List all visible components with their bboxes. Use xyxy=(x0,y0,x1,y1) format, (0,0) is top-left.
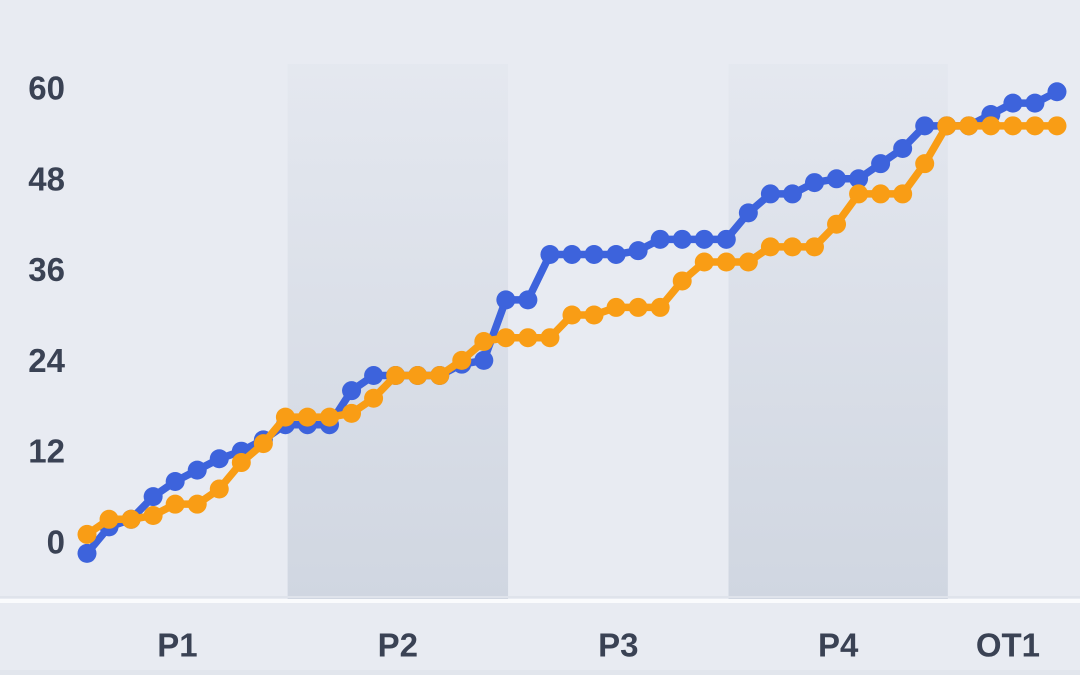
team-orange-point[interactable] xyxy=(915,154,935,174)
team-blue-point[interactable] xyxy=(1047,82,1067,102)
team-orange-point[interactable] xyxy=(99,509,119,529)
x-tick-label-p3: P3 xyxy=(598,627,638,664)
team-orange-point[interactable] xyxy=(827,214,847,234)
team-orange-point[interactable] xyxy=(738,252,758,272)
team-blue-point[interactable] xyxy=(672,229,692,249)
widget-bottom-edge xyxy=(0,670,1080,675)
team-orange-point[interactable] xyxy=(121,509,141,529)
team-blue-point[interactable] xyxy=(871,154,891,174)
team-blue-point[interactable] xyxy=(738,203,758,223)
period-band-p4 xyxy=(728,64,948,599)
team-blue-point[interactable] xyxy=(893,139,913,159)
team-orange-point[interactable] xyxy=(871,184,891,204)
x-tick-label-p1: P1 xyxy=(157,627,197,664)
team-blue-point[interactable] xyxy=(562,244,582,264)
team-blue-point[interactable] xyxy=(804,173,824,193)
team-orange-point[interactable] xyxy=(518,328,538,348)
team-orange-point[interactable] xyxy=(297,407,317,427)
team-orange-point[interactable] xyxy=(650,297,670,317)
period-band-p2 xyxy=(287,64,509,599)
team-blue-point[interactable] xyxy=(1025,93,1045,113)
team-blue-point[interactable] xyxy=(187,460,207,480)
x-tick-label-p4: P4 xyxy=(818,627,859,664)
team-orange-point[interactable] xyxy=(430,366,450,386)
team-blue-point[interactable] xyxy=(827,169,847,189)
team-orange-point[interactable] xyxy=(386,366,406,386)
team-blue-point[interactable] xyxy=(760,184,780,204)
team-orange-point[interactable] xyxy=(1047,116,1067,136)
team-blue-point[interactable] xyxy=(165,471,185,491)
team-orange-point[interactable] xyxy=(562,305,582,325)
team-orange-point[interactable] xyxy=(342,403,362,423)
team-blue-point[interactable] xyxy=(540,244,560,264)
team-blue-point[interactable] xyxy=(342,381,362,401)
team-orange-point[interactable] xyxy=(275,407,295,427)
team-blue-point[interactable] xyxy=(628,241,648,261)
team-blue-point[interactable] xyxy=(606,244,626,264)
team-orange-point[interactable] xyxy=(165,494,185,514)
team-blue-point[interactable] xyxy=(782,184,802,204)
y-tick-label-0: 0 xyxy=(47,524,65,561)
team-orange-point[interactable] xyxy=(606,297,626,317)
team-orange-point[interactable] xyxy=(937,116,957,136)
team-blue-point[interactable] xyxy=(694,229,714,249)
team-blue-point[interactable] xyxy=(364,366,384,386)
team-orange-point[interactable] xyxy=(716,252,736,272)
team-orange-point[interactable] xyxy=(209,479,229,499)
team-orange-point[interactable] xyxy=(231,453,251,473)
team-blue-point[interactable] xyxy=(143,487,163,507)
y-tick-label-24: 24 xyxy=(28,342,65,379)
team-orange-point[interactable] xyxy=(694,252,714,272)
team-orange-point[interactable] xyxy=(959,116,979,136)
team-blue-point[interactable] xyxy=(77,543,97,563)
y-tick-label-48: 48 xyxy=(28,160,65,197)
y-tick-label-36: 36 xyxy=(28,251,65,288)
team-blue-point[interactable] xyxy=(518,290,538,310)
team-orange-point[interactable] xyxy=(253,434,273,454)
team-orange-point[interactable] xyxy=(782,237,802,257)
team-blue-point[interactable] xyxy=(915,116,935,136)
axis-separator-line xyxy=(0,599,1080,603)
team-orange-point[interactable] xyxy=(187,494,207,514)
team-orange-point[interactable] xyxy=(893,184,913,204)
team-orange-point[interactable] xyxy=(143,506,163,526)
x-tick-label-ot1: OT1 xyxy=(976,627,1040,664)
team-orange-point[interactable] xyxy=(981,116,1001,136)
team-orange-point[interactable] xyxy=(540,328,560,348)
team-orange-point[interactable] xyxy=(452,350,472,370)
team-orange-point[interactable] xyxy=(628,297,648,317)
team-orange-point[interactable] xyxy=(804,237,824,257)
x-tick-label-p2: P2 xyxy=(378,627,418,664)
team-orange-point[interactable] xyxy=(364,388,384,408)
team-blue-point[interactable] xyxy=(474,350,494,370)
team-blue-point[interactable] xyxy=(496,290,516,310)
team-blue-point[interactable] xyxy=(584,244,604,264)
team-orange-point[interactable] xyxy=(1025,116,1045,136)
y-tick-label-12: 12 xyxy=(28,433,65,470)
team-orange-point[interactable] xyxy=(1003,116,1023,136)
y-tick-label-60: 60 xyxy=(28,69,65,106)
team-blue-point[interactable] xyxy=(849,169,869,189)
plot-bottom-divider xyxy=(0,596,1080,598)
team-orange-point[interactable] xyxy=(77,524,97,544)
team-orange-point[interactable] xyxy=(474,331,494,351)
team-blue-point[interactable] xyxy=(650,229,670,249)
team-orange-point[interactable] xyxy=(760,237,780,257)
team-blue-point[interactable] xyxy=(209,449,229,469)
team-orange-point[interactable] xyxy=(672,271,692,291)
team-orange-point[interactable] xyxy=(849,184,869,204)
team-blue-point[interactable] xyxy=(1003,93,1023,113)
team-blue-point[interactable] xyxy=(716,229,736,249)
team-orange-point[interactable] xyxy=(319,407,339,427)
team-orange-point[interactable] xyxy=(584,305,604,325)
team-orange-point[interactable] xyxy=(408,366,428,386)
team-orange-point[interactable] xyxy=(496,328,516,348)
